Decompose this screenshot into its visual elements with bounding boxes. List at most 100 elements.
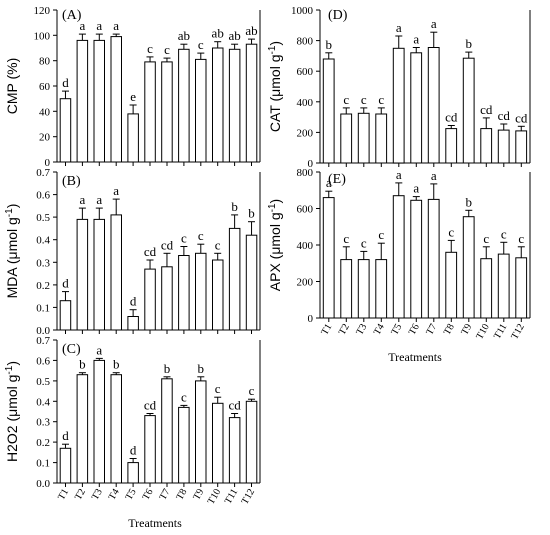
- x-tick-label: T3: [354, 322, 369, 337]
- y-axis-title: APX (μmol g-1): [267, 199, 283, 291]
- significance-letter-t10: c: [483, 231, 489, 246]
- significance-letter-t11: cd: [498, 108, 511, 123]
- significance-letter-t10: cd: [480, 102, 493, 117]
- y-tick-label: 0.7: [36, 167, 50, 179]
- significance-letter-t7: b: [164, 361, 171, 376]
- bar-t3: [357, 259, 370, 319]
- y-tick-label: 120: [34, 5, 51, 17]
- significance-letter-t6: c: [147, 41, 153, 56]
- significance-letter-t2: c: [343, 92, 349, 107]
- panel-label: (E): [328, 172, 346, 187]
- y-tick-label: 1000: [291, 5, 314, 17]
- bar-t6: [144, 61, 156, 163]
- x-tick-label: T5: [389, 322, 404, 337]
- y-tick-label: 80: [39, 56, 51, 68]
- significance-letter-t10: ab: [212, 26, 224, 41]
- y-axis-title: H2O2 (μmol g-1): [4, 361, 20, 462]
- bar-t4: [110, 36, 122, 163]
- y-tick-label: 0.7: [36, 335, 50, 347]
- x-tick-label: T8: [174, 487, 189, 502]
- bar-t12: [245, 43, 258, 163]
- y-tick-label: 0.6: [36, 190, 50, 202]
- bar-t9: [195, 252, 207, 331]
- significance-letter-t2: a: [80, 192, 86, 207]
- y-axis-title: MDA (μmol g-1): [4, 204, 20, 299]
- bar-t5: [392, 47, 405, 164]
- y-tick-label: 20: [39, 132, 51, 144]
- significance-letter-t7: c: [164, 42, 170, 57]
- bar-t8: [445, 251, 458, 319]
- bar-t6: [144, 415, 156, 484]
- x-tick-label: T9: [459, 322, 474, 337]
- significance-letter-t6: a: [413, 181, 419, 196]
- significance-letter-t5: a: [396, 20, 402, 35]
- bar-t10: [480, 128, 493, 164]
- significance-letter-t7: cd: [161, 237, 174, 252]
- y-tick-label: 800: [297, 36, 314, 48]
- x-tick-label: T1: [56, 487, 71, 502]
- significance-letter-t3: a: [96, 192, 102, 207]
- bar-t5: [127, 113, 139, 163]
- bar-t1: [59, 300, 72, 331]
- y-tick-label: 0.1: [36, 302, 50, 314]
- significance-letter-t2: b: [79, 357, 86, 372]
- significance-letter-t3: a: [96, 342, 102, 357]
- bar-t11: [497, 129, 510, 164]
- significance-letter-t1: d: [62, 428, 69, 443]
- bar-t1: [59, 447, 72, 484]
- bar-t9: [195, 380, 207, 484]
- x-tick-label: T6: [141, 487, 156, 502]
- significance-letter-t11: c: [501, 226, 507, 241]
- significance-letter-t11: ab: [228, 28, 240, 43]
- x-tick-label: T7: [158, 487, 173, 502]
- bar-t3: [93, 359, 105, 484]
- significance-letter-t4: b: [113, 357, 120, 372]
- bar-t4: [375, 113, 388, 164]
- significance-letter-t4: a: [113, 18, 119, 33]
- bar-t9: [462, 216, 475, 319]
- significance-letter-t10: c: [215, 237, 221, 252]
- significance-letter-t3: c: [361, 235, 367, 250]
- y-tick-label: 0.6: [36, 355, 50, 367]
- x-tick-label: T11: [492, 322, 509, 341]
- significance-letter-t3: c: [361, 92, 367, 107]
- bar-t3: [357, 112, 370, 164]
- significance-letter-t8: cd: [445, 110, 458, 125]
- y-tick-label: 0.0: [36, 325, 50, 337]
- significance-letter-t7: a: [431, 16, 437, 31]
- x-axis-title-left: Treatments: [128, 516, 182, 530]
- x-tick-label: T6: [407, 322, 422, 337]
- bar-t7: [427, 198, 440, 319]
- bar-t10: [212, 402, 224, 484]
- bar-t1: [322, 197, 335, 319]
- y-tick-label: 600: [297, 204, 314, 216]
- bar-t2: [340, 259, 353, 319]
- bar-t9: [462, 57, 475, 164]
- significance-letter-t4: a: [113, 183, 119, 198]
- y-tick-label: 0.2: [36, 280, 50, 292]
- bar-t3: [93, 39, 105, 163]
- y-axis-title: CAT (μmol g-1): [267, 41, 283, 132]
- bar-t3: [93, 218, 105, 331]
- bar-t11: [497, 253, 510, 319]
- significance-letter-t1: a: [326, 175, 332, 190]
- bar-t5: [127, 462, 139, 484]
- bar-t11: [228, 417, 241, 484]
- significance-letter-t12: c: [518, 231, 524, 246]
- bar-t12: [245, 234, 258, 331]
- x-tick-label: T1: [319, 322, 334, 337]
- x-tick-label: T4: [372, 322, 387, 337]
- bar-t7: [161, 266, 173, 331]
- bar-t4: [110, 214, 122, 331]
- significance-letter-t9: c: [198, 228, 204, 243]
- bar-t7: [427, 47, 440, 164]
- significance-letter-t12: ab: [245, 23, 257, 38]
- bar-t8: [178, 48, 190, 163]
- bar-t1: [59, 98, 72, 163]
- x-tick-label: T5: [124, 487, 139, 502]
- significance-letter-t9: c: [198, 37, 204, 52]
- chart-panel-e: a T1 c T2 c T3 c T4 a T5 a T6 a T7 c T8 b T9 c T10 c T11 c T12 0…: [267, 167, 531, 341]
